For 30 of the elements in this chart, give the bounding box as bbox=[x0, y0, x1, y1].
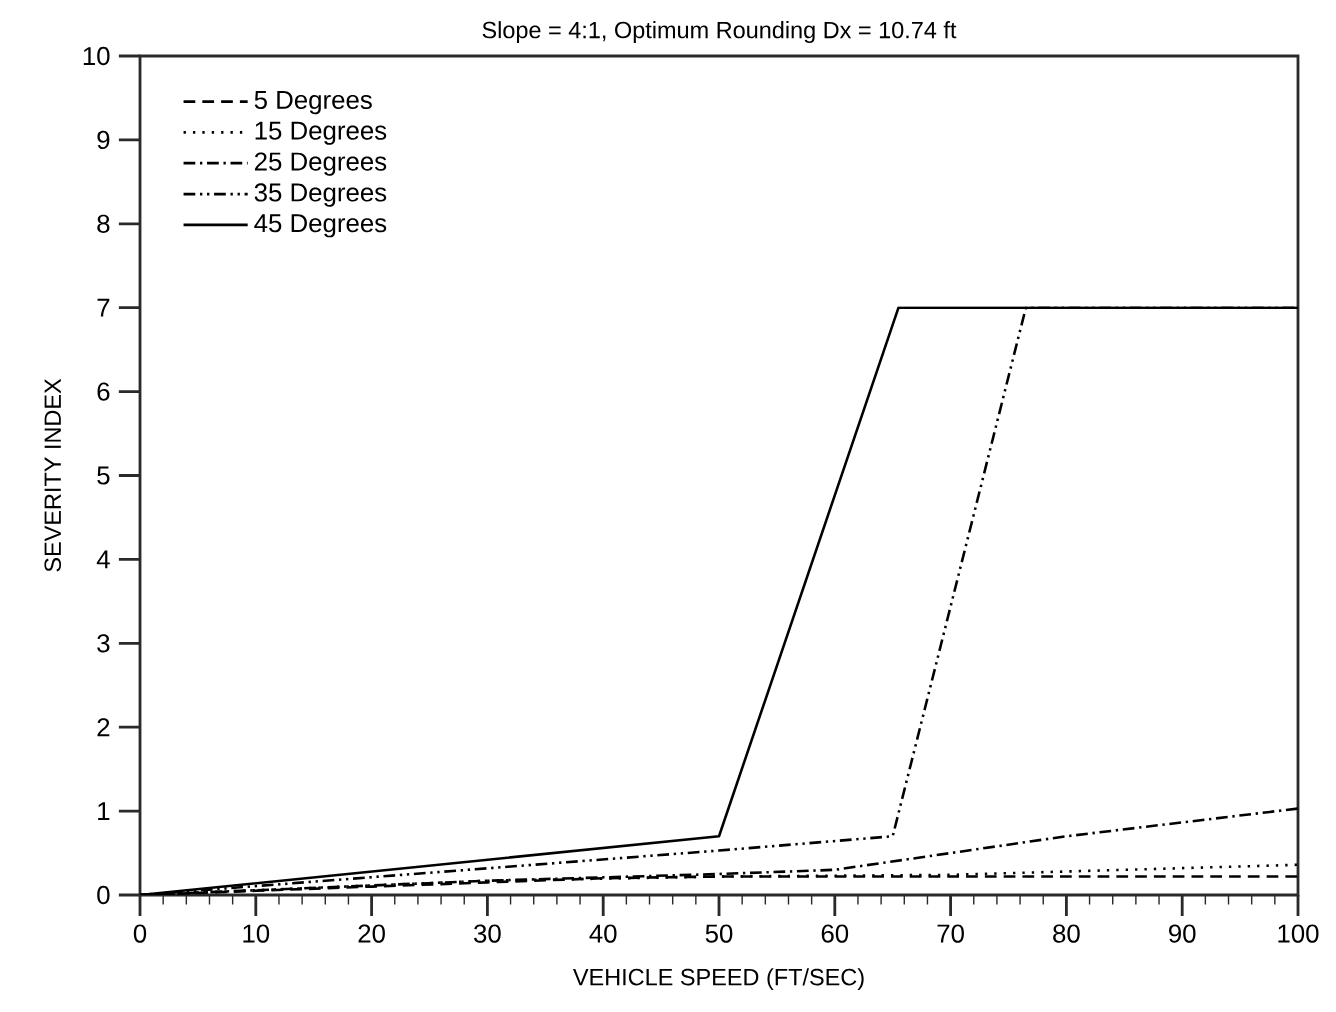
y-tick-label: 6 bbox=[97, 382, 110, 401]
y-tick-label: 2 bbox=[97, 718, 110, 737]
legend-label: 35 Degrees bbox=[254, 183, 387, 207]
x-tick-label: 90 bbox=[1169, 924, 1196, 943]
y-tick-label: 7 bbox=[97, 298, 110, 317]
legend-label: 15 Degrees bbox=[255, 121, 387, 145]
x-tick-label: 100 bbox=[1278, 924, 1319, 943]
x-tick-label: 80 bbox=[1053, 924, 1080, 943]
x-tick-label: 40 bbox=[589, 924, 617, 943]
y-tick-label: 9 bbox=[97, 130, 110, 150]
y-tick-label: 0 bbox=[97, 885, 110, 905]
x-tick-label: 20 bbox=[358, 924, 385, 943]
legend-label: 5 Degrees bbox=[254, 91, 372, 115]
x-axis-title: VEHICLE SPEED (FT/SEC) bbox=[573, 968, 864, 991]
chart-title: Slope = 4:1, Optimum Rounding Dx = 10.74 ft bbox=[482, 21, 957, 43]
y-axis-title: SEVERITY INDEX bbox=[44, 378, 62, 572]
y-tick-label: 8 bbox=[97, 214, 110, 233]
legend-label: 45 Degrees bbox=[254, 214, 387, 238]
y-tick-label: 1 bbox=[98, 802, 110, 820]
y-tick-label: 3 bbox=[97, 634, 110, 653]
x-tick-label: 50 bbox=[705, 924, 733, 943]
legend-label: 25 Degrees bbox=[254, 152, 387, 176]
y-tick-label: 10 bbox=[83, 46, 110, 66]
x-tick-label: 70 bbox=[937, 924, 964, 943]
x-tick-label: 30 bbox=[474, 924, 501, 943]
x-tick-label: 0 bbox=[133, 924, 147, 943]
x-tick-label: 10 bbox=[243, 924, 270, 943]
y-tick-label: 4 bbox=[96, 550, 110, 569]
x-tick-label: 60 bbox=[821, 924, 849, 943]
y-tick-label: 5 bbox=[97, 466, 110, 485]
